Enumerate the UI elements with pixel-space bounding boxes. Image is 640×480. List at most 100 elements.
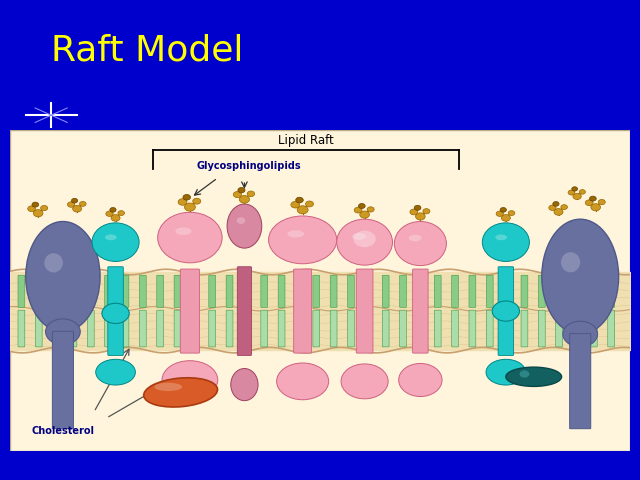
FancyBboxPatch shape <box>348 310 355 347</box>
Circle shape <box>40 205 48 211</box>
FancyBboxPatch shape <box>278 275 285 307</box>
FancyBboxPatch shape <box>538 275 545 307</box>
Ellipse shape <box>175 228 191 235</box>
FancyBboxPatch shape <box>521 275 528 307</box>
Circle shape <box>33 210 43 217</box>
Circle shape <box>414 205 421 210</box>
FancyBboxPatch shape <box>174 310 181 347</box>
FancyBboxPatch shape <box>18 275 25 307</box>
FancyBboxPatch shape <box>382 275 389 307</box>
FancyBboxPatch shape <box>70 310 77 347</box>
Circle shape <box>72 205 82 212</box>
FancyBboxPatch shape <box>243 310 250 347</box>
FancyBboxPatch shape <box>469 310 476 347</box>
Circle shape <box>106 211 113 216</box>
Circle shape <box>234 192 242 198</box>
FancyBboxPatch shape <box>140 310 146 347</box>
Circle shape <box>118 211 125 216</box>
Circle shape <box>579 190 586 194</box>
FancyBboxPatch shape <box>105 275 111 307</box>
Ellipse shape <box>542 219 619 334</box>
FancyBboxPatch shape <box>226 310 233 347</box>
Circle shape <box>591 204 600 211</box>
Circle shape <box>291 202 300 208</box>
Circle shape <box>367 207 374 212</box>
Circle shape <box>572 187 577 191</box>
Circle shape <box>193 198 201 204</box>
Circle shape <box>410 209 418 215</box>
FancyBboxPatch shape <box>294 269 312 353</box>
Ellipse shape <box>157 212 222 263</box>
FancyBboxPatch shape <box>399 310 406 347</box>
FancyBboxPatch shape <box>261 310 268 347</box>
Circle shape <box>585 200 593 205</box>
FancyBboxPatch shape <box>608 275 614 307</box>
FancyBboxPatch shape <box>382 310 389 347</box>
FancyBboxPatch shape <box>486 275 493 307</box>
Circle shape <box>561 204 568 210</box>
Ellipse shape <box>237 217 245 224</box>
Circle shape <box>247 191 255 197</box>
Circle shape <box>520 371 529 378</box>
Circle shape <box>183 194 191 200</box>
FancyBboxPatch shape <box>313 275 320 307</box>
Circle shape <box>184 203 195 211</box>
FancyBboxPatch shape <box>157 310 164 347</box>
FancyBboxPatch shape <box>498 267 514 355</box>
Circle shape <box>415 213 425 220</box>
Ellipse shape <box>269 216 337 264</box>
FancyBboxPatch shape <box>191 310 198 347</box>
Circle shape <box>296 197 303 203</box>
Text: Cholesterol: Cholesterol <box>31 426 94 436</box>
FancyBboxPatch shape <box>521 310 528 347</box>
Circle shape <box>305 201 314 207</box>
FancyBboxPatch shape <box>108 267 124 355</box>
FancyBboxPatch shape <box>180 269 200 353</box>
Circle shape <box>32 202 38 207</box>
Ellipse shape <box>287 230 305 238</box>
Circle shape <box>553 202 559 206</box>
Circle shape <box>492 301 520 321</box>
Ellipse shape <box>495 234 507 240</box>
FancyBboxPatch shape <box>573 310 580 347</box>
Ellipse shape <box>154 383 182 391</box>
FancyBboxPatch shape <box>556 310 563 347</box>
Circle shape <box>423 209 430 214</box>
FancyBboxPatch shape <box>556 275 563 307</box>
FancyBboxPatch shape <box>237 267 252 355</box>
FancyBboxPatch shape <box>570 334 591 429</box>
Circle shape <box>568 190 575 195</box>
Circle shape <box>353 231 376 247</box>
FancyBboxPatch shape <box>452 275 458 307</box>
FancyBboxPatch shape <box>278 310 285 347</box>
Text: Glycosphingolipids: Glycosphingolipids <box>196 161 301 171</box>
FancyBboxPatch shape <box>469 275 476 307</box>
FancyBboxPatch shape <box>365 275 372 307</box>
FancyBboxPatch shape <box>122 310 129 347</box>
Ellipse shape <box>561 252 580 272</box>
FancyBboxPatch shape <box>348 275 355 307</box>
FancyBboxPatch shape <box>538 310 545 347</box>
FancyBboxPatch shape <box>243 275 250 307</box>
Ellipse shape <box>394 221 446 265</box>
Ellipse shape <box>162 360 218 399</box>
FancyBboxPatch shape <box>504 275 511 307</box>
Ellipse shape <box>341 364 388 399</box>
FancyBboxPatch shape <box>209 310 216 347</box>
FancyBboxPatch shape <box>140 275 146 307</box>
Ellipse shape <box>26 221 100 332</box>
Ellipse shape <box>337 219 392 265</box>
Circle shape <box>354 207 362 213</box>
FancyBboxPatch shape <box>157 275 164 307</box>
Circle shape <box>239 195 250 203</box>
FancyBboxPatch shape <box>330 310 337 347</box>
Text: Raft Model: Raft Model <box>51 34 244 67</box>
FancyBboxPatch shape <box>413 269 428 353</box>
Circle shape <box>554 209 563 215</box>
FancyBboxPatch shape <box>18 310 25 347</box>
FancyBboxPatch shape <box>330 275 337 307</box>
FancyBboxPatch shape <box>313 310 320 347</box>
FancyBboxPatch shape <box>486 310 493 347</box>
Circle shape <box>45 319 80 345</box>
Circle shape <box>500 207 506 212</box>
